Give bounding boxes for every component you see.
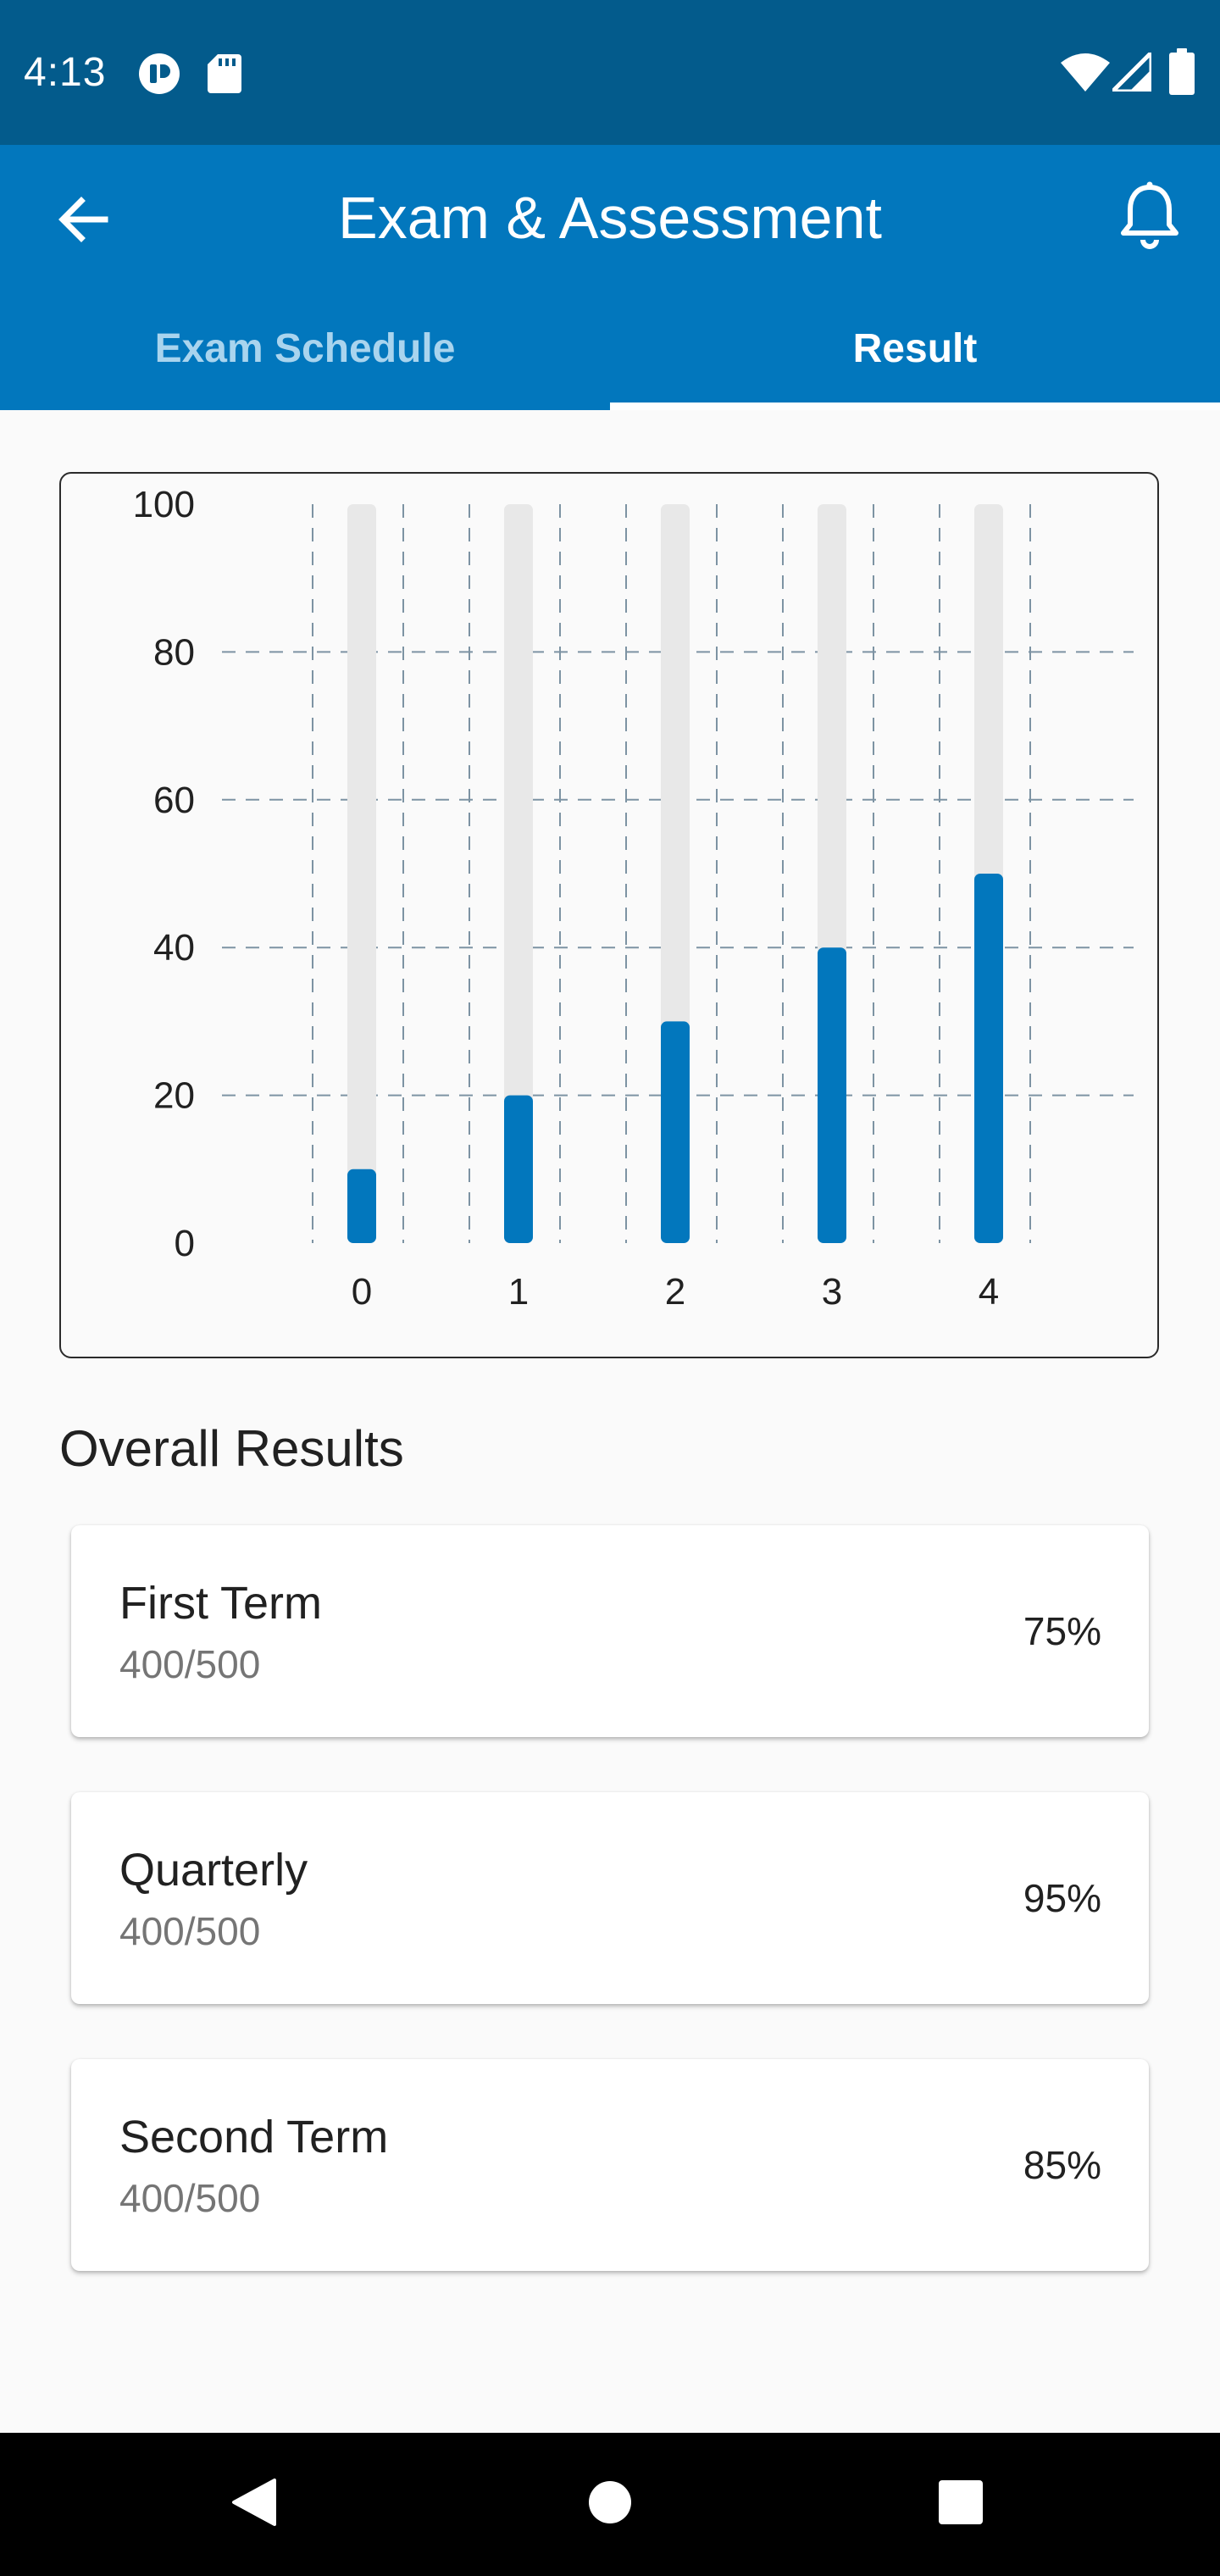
home-circle-icon bbox=[587, 2479, 633, 2529]
notification-app-icon bbox=[136, 50, 183, 102]
recents-square-icon bbox=[938, 2479, 984, 2529]
y-tick-label: 100 bbox=[133, 484, 195, 525]
result-percent: 75% bbox=[1023, 1609, 1101, 1653]
bar bbox=[661, 1021, 690, 1243]
back-button[interactable] bbox=[41, 179, 125, 264]
y-tick-label: 60 bbox=[153, 780, 195, 821]
result-name: Quarterly bbox=[119, 1845, 308, 1896]
x-tick-label: 3 bbox=[822, 1271, 842, 1313]
x-tick-label: 0 bbox=[352, 1271, 372, 1313]
result-percent: 85% bbox=[1023, 2143, 1101, 2187]
bar-track bbox=[504, 504, 533, 1243]
x-tick-label: 2 bbox=[665, 1271, 685, 1313]
tab-indicator bbox=[610, 402, 1220, 410]
bar-track bbox=[347, 504, 376, 1243]
result-chart: 0 20 40 60 80 100 0 1 2 3 4 bbox=[59, 472, 1159, 1358]
y-tick-label: 20 bbox=[153, 1075, 195, 1117]
bar bbox=[974, 874, 1003, 1243]
battery-icon bbox=[1169, 48, 1195, 99]
nav-home-button[interactable] bbox=[568, 2462, 652, 2546]
result-score: 400/500 bbox=[119, 2176, 261, 2220]
nav-back-button[interactable] bbox=[212, 2462, 297, 2546]
tab-label: Result bbox=[852, 325, 978, 371]
bar-chart: 0 20 40 60 80 100 0 1 2 3 4 bbox=[133, 484, 1134, 1313]
wifi-icon bbox=[1061, 53, 1110, 96]
x-tick-label: 1 bbox=[508, 1271, 529, 1313]
bar bbox=[347, 1169, 376, 1243]
sd-card-icon bbox=[208, 54, 241, 97]
tab-exam-schedule[interactable]: Exam Schedule bbox=[0, 297, 610, 399]
result-card-second-term[interactable]: Second Term 400/500 85% bbox=[71, 2059, 1149, 2271]
status-time: 4:13 bbox=[24, 50, 107, 95]
bar bbox=[504, 1095, 533, 1243]
y-tick-label: 40 bbox=[153, 927, 195, 969]
y-tick-label: 0 bbox=[175, 1223, 195, 1264]
bell-icon bbox=[1118, 180, 1181, 254]
back-triangle-icon bbox=[230, 2478, 278, 2531]
result-percent: 95% bbox=[1023, 1876, 1101, 1920]
result-score: 400/500 bbox=[119, 1642, 261, 1686]
app-bar: Exam & Assessment Exam Schedule Result bbox=[0, 145, 1220, 410]
overall-results-title: Overall Results bbox=[59, 1420, 404, 1477]
system-navigation-bar bbox=[0, 2433, 1220, 2576]
cell-signal-icon bbox=[1110, 50, 1154, 96]
page-title: Exam & Assessment bbox=[338, 185, 882, 251]
y-tick-label: 80 bbox=[153, 631, 195, 673]
result-card-quarterly[interactable]: Quarterly 400/500 95% bbox=[71, 1792, 1149, 2004]
tab-label: Exam Schedule bbox=[154, 325, 456, 371]
result-score: 400/500 bbox=[119, 1909, 261, 1953]
bar bbox=[818, 947, 846, 1243]
arrow-left-icon bbox=[58, 196, 108, 247]
nav-recents-button[interactable] bbox=[918, 2462, 1003, 2546]
notifications-button[interactable] bbox=[1103, 170, 1196, 264]
x-tick-label: 4 bbox=[979, 1271, 999, 1313]
result-name: Second Term bbox=[119, 2112, 389, 2162]
result-name: First Term bbox=[119, 1578, 322, 1629]
status-bar: 4:13 bbox=[0, 0, 1220, 145]
tab-result[interactable]: Result bbox=[610, 297, 1220, 399]
result-card-first-term[interactable]: First Term 400/500 75% bbox=[71, 1525, 1149, 1737]
